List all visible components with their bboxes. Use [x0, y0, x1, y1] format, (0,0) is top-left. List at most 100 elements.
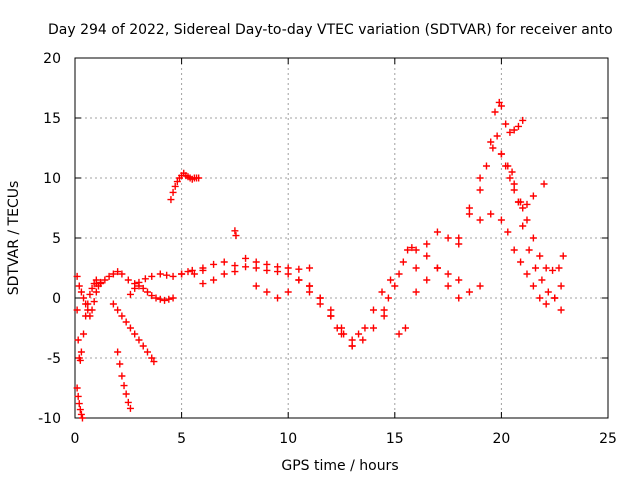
data-point: [86, 290, 94, 298]
data-point: [231, 268, 239, 276]
data-point: [306, 264, 314, 272]
data-point: [114, 268, 122, 276]
data-point: [536, 252, 544, 260]
data-point: [263, 260, 271, 268]
data-point: [510, 180, 518, 188]
data-point: [169, 272, 177, 280]
data-point: [544, 288, 552, 296]
data-point: [195, 174, 203, 182]
data-point: [519, 204, 527, 212]
data-point: [316, 294, 324, 302]
x-tick-label: 15: [386, 431, 404, 447]
y-tick-label: 5: [52, 231, 61, 247]
data-point: [497, 102, 505, 110]
data-point: [355, 330, 363, 338]
data-point: [156, 295, 164, 303]
data-point: [78, 414, 86, 422]
data-point: [88, 306, 96, 314]
data-point: [495, 98, 503, 106]
data-point: [549, 266, 557, 274]
data-point: [120, 382, 128, 390]
data-point: [348, 342, 356, 350]
data-point: [423, 252, 431, 260]
data-point: [316, 300, 324, 308]
data-point: [502, 120, 510, 128]
data-point: [369, 306, 377, 314]
data-point: [101, 276, 109, 284]
data-point: [519, 222, 527, 230]
data-point: [555, 264, 563, 272]
data-point: [412, 246, 420, 254]
y-tick-label: 20: [43, 51, 61, 67]
data-point: [82, 300, 90, 308]
data-point: [75, 400, 83, 408]
data-point: [167, 196, 175, 204]
data-point: [295, 265, 303, 273]
data-point: [109, 270, 117, 278]
data-point: [231, 227, 239, 235]
data-point: [232, 232, 240, 240]
data-point: [401, 324, 409, 332]
data-point: [131, 330, 139, 338]
axis-ticks: 0 5 10 15 20 25 -10 -5 0 5 10 15 20: [38, 51, 617, 447]
data-point: [274, 268, 282, 276]
data-point: [199, 264, 207, 272]
data-point: [523, 200, 531, 208]
data-point: [493, 132, 501, 140]
data-point: [88, 284, 96, 292]
data-point: [538, 276, 546, 284]
data-point: [252, 258, 260, 266]
data-point: [340, 330, 348, 338]
data-point: [510, 186, 518, 194]
data-point: [369, 324, 377, 332]
data-point: [455, 234, 463, 242]
data-point: [284, 288, 292, 296]
data-point: [210, 260, 218, 268]
y-tick-label: 15: [43, 111, 61, 127]
data-point: [529, 192, 537, 200]
data-point: [114, 348, 122, 356]
data-point: [476, 186, 484, 194]
data-point: [359, 336, 367, 344]
y-tick-label: 10: [43, 171, 61, 187]
data-point: [74, 336, 82, 344]
data-point: [444, 270, 452, 278]
data-point: [378, 288, 386, 296]
data-point: [178, 270, 186, 278]
data-point: [73, 272, 81, 280]
data-point: [380, 312, 388, 320]
data-point: [384, 294, 392, 302]
data-point: [529, 234, 537, 242]
data-point: [476, 174, 484, 182]
x-tick-label: 10: [279, 431, 297, 447]
data-point: [188, 266, 196, 274]
x-tick-label: 20: [492, 431, 510, 447]
data-point: [557, 306, 565, 314]
data-point: [126, 404, 134, 412]
x-tick-label: 5: [177, 431, 186, 447]
x-tick-label: 25: [599, 431, 617, 447]
data-point: [387, 276, 395, 284]
data-point: [284, 264, 292, 272]
data-point: [536, 294, 544, 302]
data-point: [135, 336, 143, 344]
y-axis-label: SDTVAR / TECUs: [6, 181, 22, 296]
data-point: [77, 288, 85, 296]
data-point: [173, 178, 181, 186]
data-points: [73, 98, 567, 422]
data-point: [433, 228, 441, 236]
data-point: [517, 258, 525, 266]
data-point: [118, 312, 126, 320]
data-point: [105, 272, 113, 280]
data-point: [152, 294, 160, 302]
data-point: [465, 288, 473, 296]
data-point: [135, 282, 143, 290]
data-point: [92, 280, 100, 288]
data-point: [532, 264, 540, 272]
data-point: [455, 240, 463, 248]
data-point: [118, 372, 126, 380]
data-point: [169, 294, 177, 302]
data-point: [455, 276, 463, 284]
data-point: [165, 295, 173, 303]
data-point: [143, 288, 151, 296]
